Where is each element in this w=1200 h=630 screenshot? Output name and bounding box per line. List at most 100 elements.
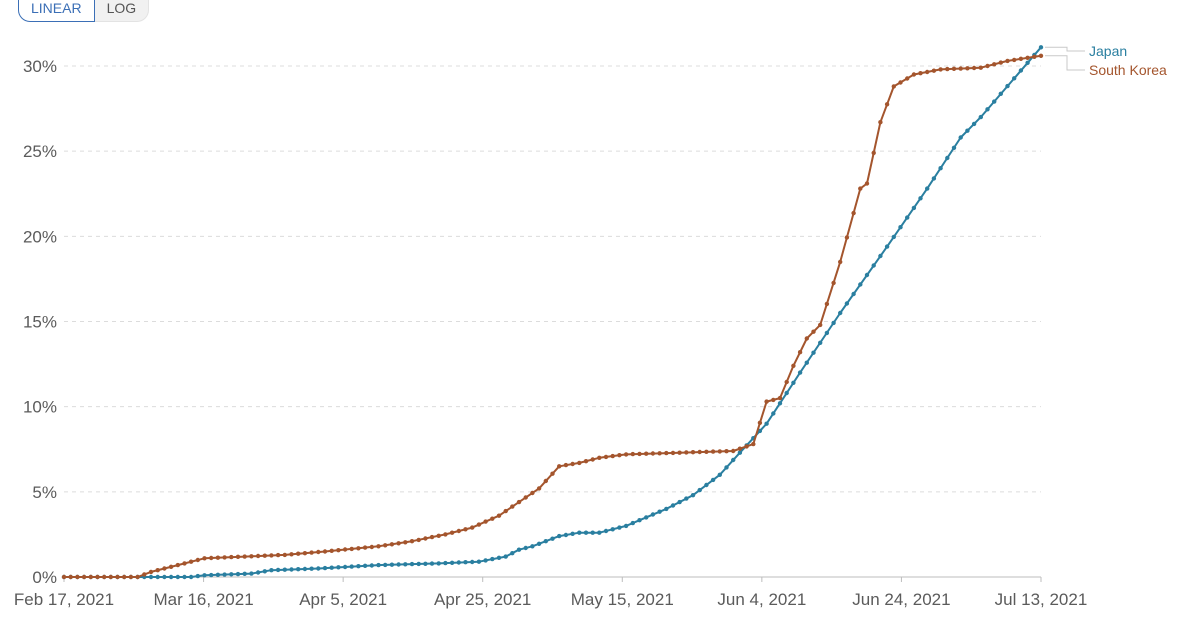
data-point: [690, 493, 696, 498]
data-point: [168, 574, 174, 580]
data-point: [777, 401, 783, 406]
data-point: [128, 574, 134, 580]
data-point: [342, 547, 348, 552]
data-point: [61, 574, 67, 580]
data-point: [650, 451, 656, 456]
data-point: [710, 449, 716, 454]
data-point: [503, 554, 508, 559]
data-point: [677, 499, 682, 505]
data-point: [684, 496, 689, 501]
data-point: [978, 65, 983, 70]
data-point: [516, 547, 522, 552]
data-point: [965, 128, 970, 133]
data-point: [951, 145, 957, 150]
data-point: [992, 62, 997, 67]
data-point: [463, 560, 468, 565]
data-point: [530, 490, 535, 496]
data-point: [215, 572, 221, 577]
data-point: [369, 544, 374, 550]
data-point: [416, 561, 421, 567]
data-point: [918, 71, 923, 76]
data-point: [697, 449, 702, 455]
data-point: [543, 478, 548, 484]
data-point: [423, 561, 428, 566]
data-point: [644, 451, 649, 456]
data-point: [878, 120, 883, 125]
data-point: [751, 441, 756, 447]
data-point: [329, 565, 334, 570]
data-point: [356, 564, 361, 569]
data-point: [898, 80, 903, 85]
data-point: [162, 566, 167, 571]
data-point: [563, 462, 569, 468]
data-point: [630, 451, 635, 457]
legend: Japan South Korea: [1045, 43, 1167, 78]
data-point: [470, 559, 475, 565]
data-point: [891, 234, 896, 240]
data-point: [757, 420, 763, 425]
data-point: [409, 539, 415, 544]
data-point: [938, 166, 943, 171]
data-point: [717, 449, 722, 454]
x-tick-label: Feb 17, 2021: [14, 590, 114, 609]
data-point: [155, 574, 160, 580]
data-point: [309, 566, 314, 571]
data-point: [396, 562, 401, 567]
data-point: [838, 310, 843, 316]
data-point: [249, 554, 254, 559]
data-point: [851, 210, 856, 216]
data-point: [657, 509, 662, 514]
data-point: [824, 301, 830, 307]
data-point: [818, 340, 823, 345]
data-point: [302, 566, 308, 572]
data-point: [985, 63, 990, 69]
data-point: [168, 564, 174, 569]
legend-connector: [1045, 46, 1085, 52]
data-point: [389, 562, 395, 567]
data-point: [717, 472, 722, 477]
data-point: [403, 540, 408, 545]
data-point: [302, 551, 308, 556]
data-point: [289, 567, 294, 572]
data-point: [858, 282, 863, 287]
data-point: [490, 556, 495, 562]
data-point: [362, 545, 368, 550]
data-point: [155, 568, 160, 573]
data-point: [396, 541, 401, 546]
data-point: [737, 446, 743, 451]
data-point: [362, 563, 368, 568]
data-point: [670, 450, 676, 456]
data-point: [202, 573, 207, 578]
x-tick-label: Apr 5, 2021: [299, 590, 387, 609]
data-point: [577, 530, 582, 535]
data-point: [88, 574, 94, 580]
data-point: [864, 272, 870, 278]
data-point: [971, 121, 977, 127]
x-tick-label: Jun 4, 2021: [717, 590, 806, 609]
data-point: [202, 556, 207, 561]
data-point: [242, 554, 247, 559]
data-point: [878, 253, 883, 259]
data-point: [583, 530, 589, 535]
data-point: [349, 546, 354, 552]
linear-scale-button[interactable]: LINEAR: [18, 0, 95, 22]
data-point: [617, 525, 622, 530]
series-line: [64, 46, 1042, 578]
data-point: [282, 567, 287, 572]
data-point: [389, 542, 395, 547]
data-point: [630, 520, 635, 526]
x-tick-label: May 15, 2021: [571, 590, 674, 609]
log-scale-button[interactable]: LOG: [94, 0, 150, 22]
data-point: [416, 537, 421, 543]
data-point: [724, 449, 729, 454]
data-point: [182, 574, 187, 580]
data-point: [677, 450, 682, 455]
data-point: [791, 363, 796, 368]
data-point: [791, 380, 796, 385]
data-point: [603, 454, 609, 460]
data-point: [122, 574, 127, 580]
data-point: [108, 574, 114, 580]
data-point: [322, 565, 328, 571]
data-point: [523, 545, 528, 551]
data-point: [309, 550, 314, 555]
